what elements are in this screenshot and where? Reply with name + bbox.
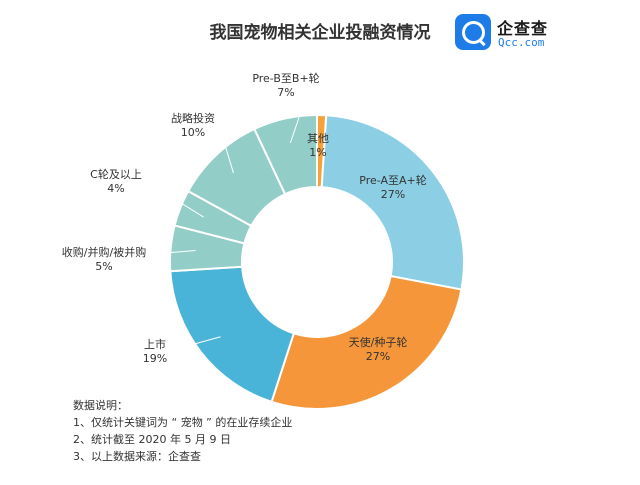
slice-name-3: 上市: [144, 337, 166, 351]
slice-value-0: 1%: [309, 146, 326, 159]
notes-line-1: 1、仅统计关键词为 “ 宠物 ” 的在业存续企业: [73, 416, 293, 429]
notes-heading: 数据说明：: [73, 399, 128, 412]
slice-name-2: 天使/种子轮: [349, 335, 408, 349]
slice-3: [169, 265, 296, 404]
slice-value-4: 5%: [95, 260, 112, 273]
qcc-logo: 企查查 Qcc.com: [455, 14, 575, 54]
logo-name: 企查查: [497, 19, 549, 38]
slice-value-3: 19%: [143, 352, 167, 365]
chart-title: 我国宠物相关企业投融资情况: [209, 23, 431, 43]
leader-line-7: [289, 81, 312, 144]
slice-name-0: 其他: [307, 132, 329, 145]
leader-line-5: [140, 177, 204, 218]
slice-name-1: Pre-A至A+轮: [359, 173, 426, 187]
leader-line-4: [128, 250, 196, 257]
slice-name-7: Pre-B至B+轮: [252, 71, 319, 85]
slice-value-2: 27%: [366, 350, 390, 363]
data-notes: 数据说明： 1、仅统计关键词为 “ 宠物 ” 的在业存续企业 2、统计截至 20…: [73, 397, 292, 465]
leader-line-3: [179, 336, 221, 349]
notes-line-2: 2、统计截至 2020 年 5 月 9 日: [73, 433, 231, 446]
notes-line-3: 3、以上数据来源：企查查: [73, 450, 201, 463]
slice-value-7: 7%: [277, 86, 294, 99]
slice-7: [253, 113, 318, 196]
slice-value-5: 4%: [107, 182, 124, 195]
slice-1: [320, 114, 465, 291]
slice-value-6: 10%: [181, 126, 205, 139]
slice-name-5: C轮及以上: [90, 167, 142, 181]
logo-domain: Qcc.com: [498, 36, 545, 49]
slice-name-6: 战略投资: [171, 111, 215, 125]
slice-value-1: 27%: [381, 188, 405, 201]
slice-name-4: 收购/并购/被并购: [62, 245, 146, 259]
slice-2: [270, 274, 463, 410]
leader-line-6: [217, 121, 234, 174]
search-icon: [455, 14, 491, 50]
